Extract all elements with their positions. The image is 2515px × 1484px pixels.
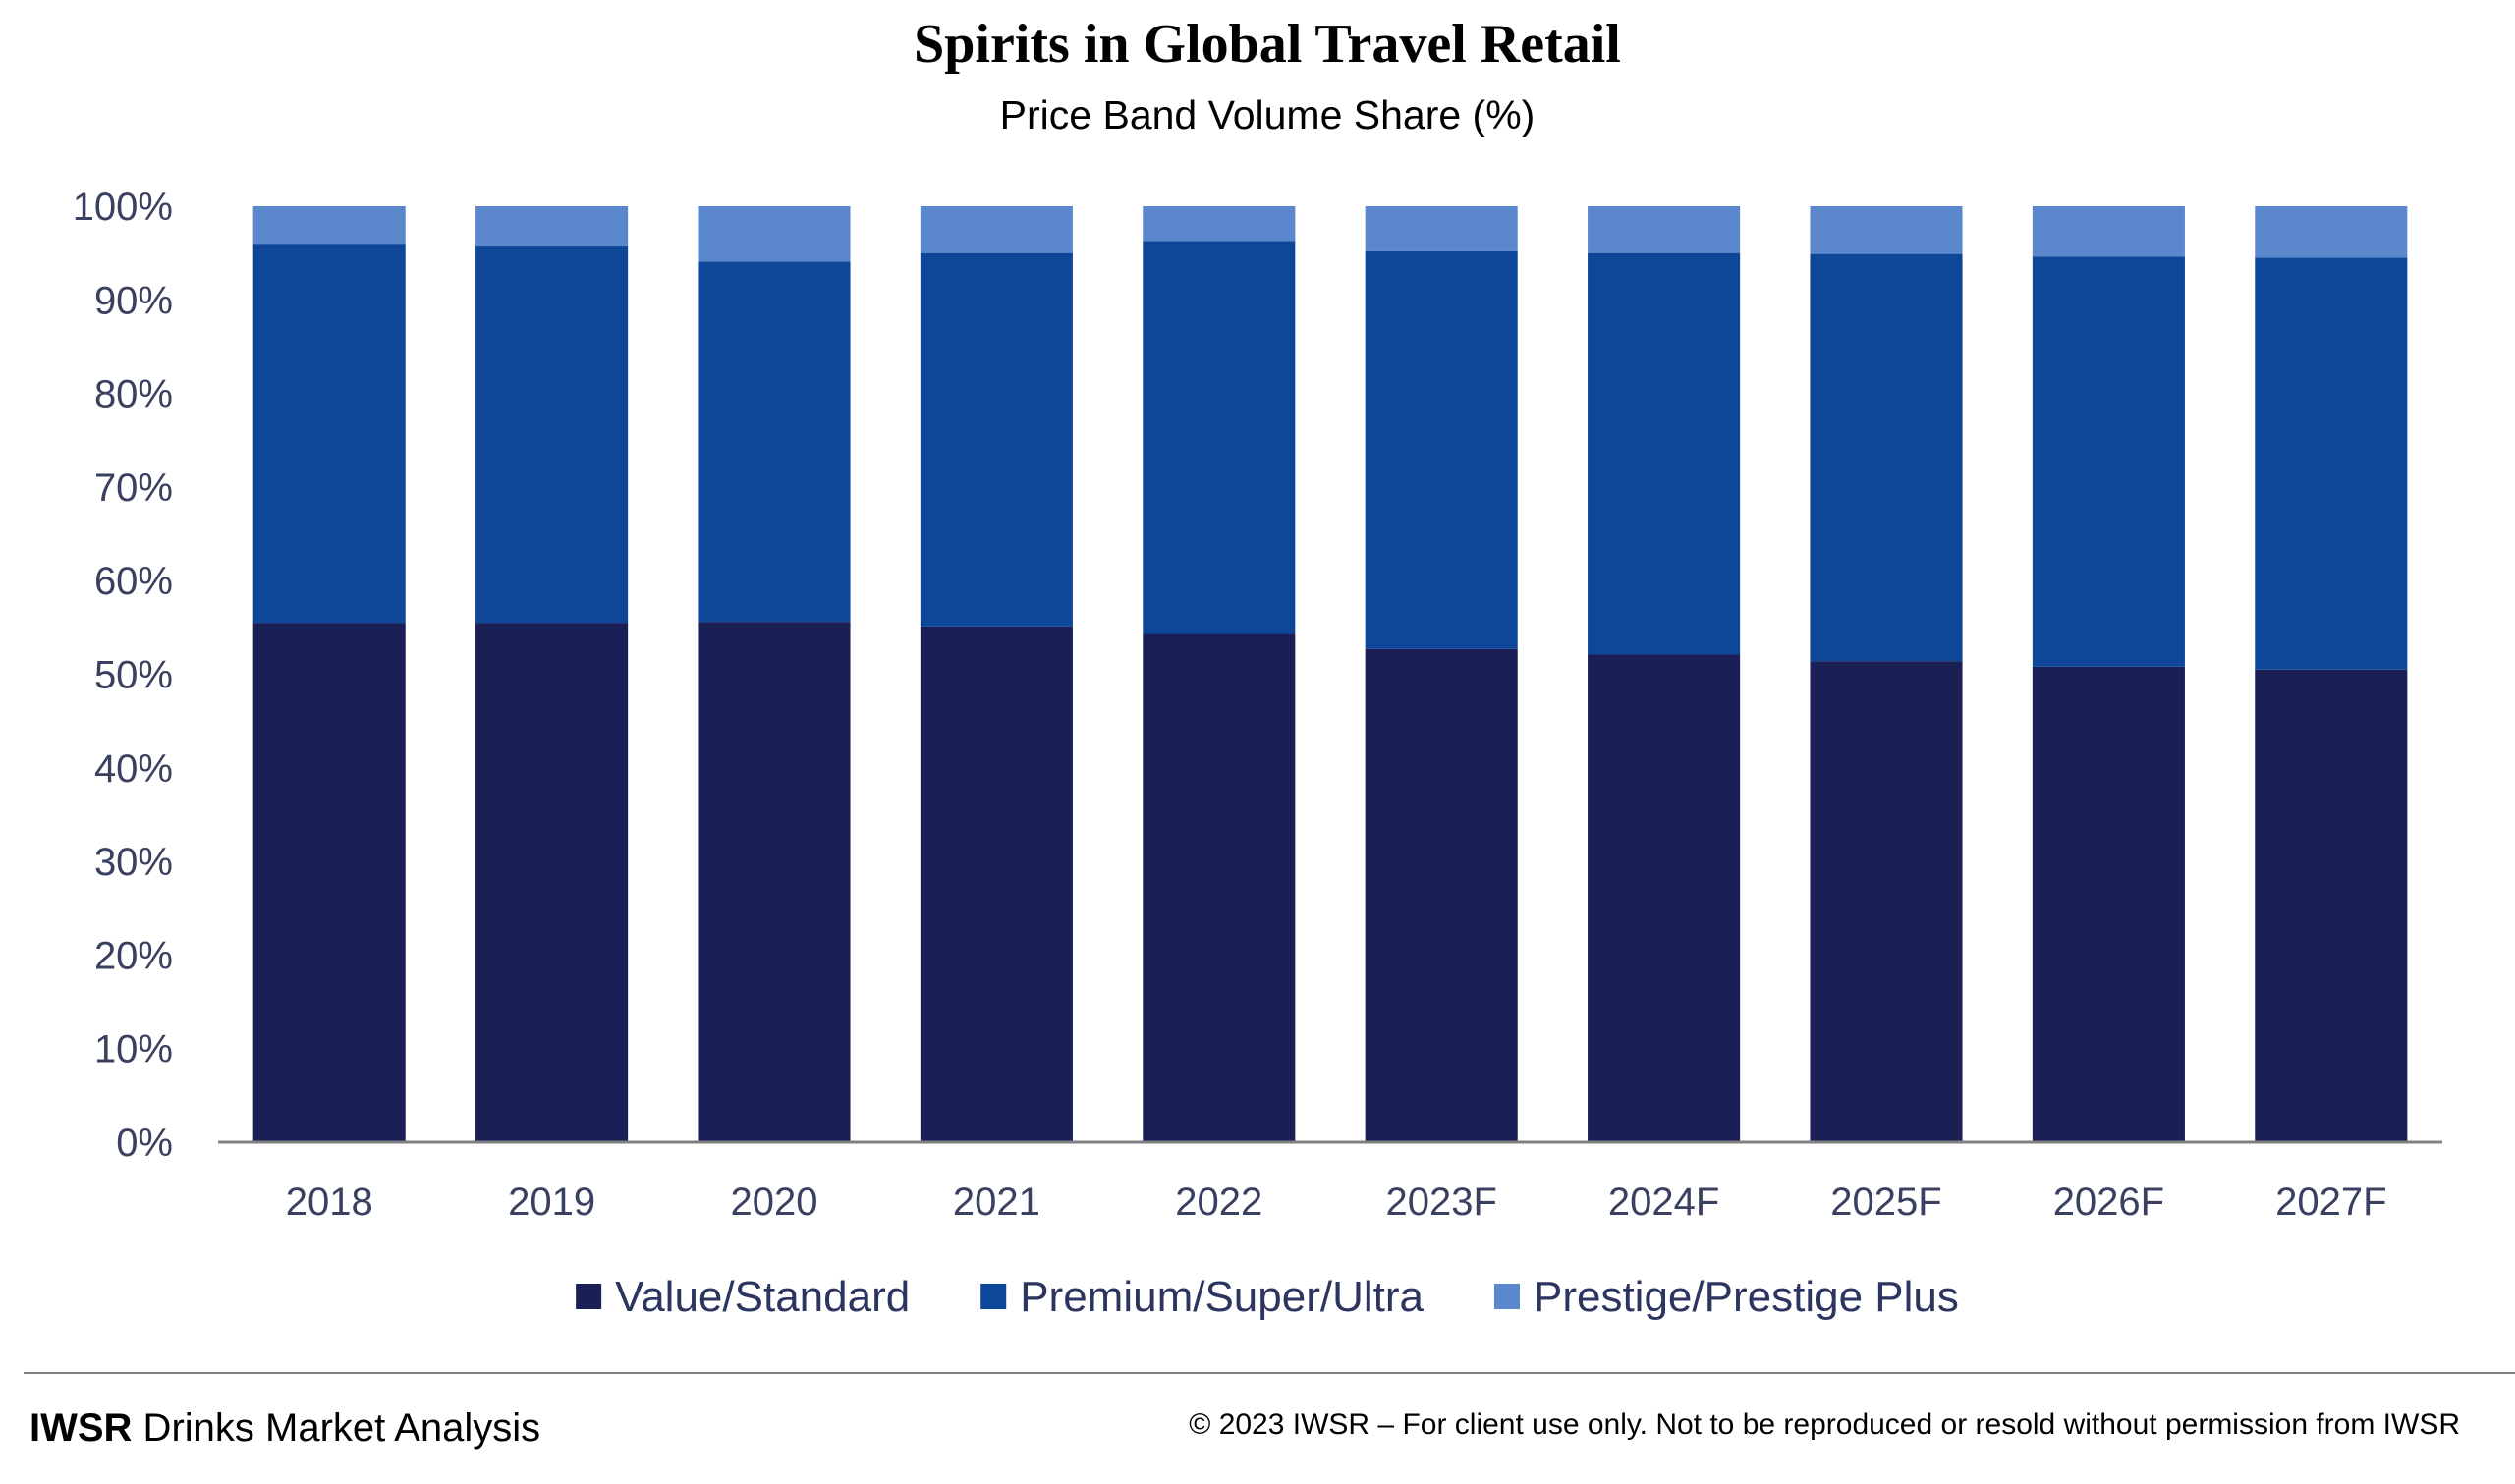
bar-segment-1 [698, 622, 851, 1142]
y-tick-label: 70% [94, 467, 173, 510]
y-tick-label: 80% [94, 373, 173, 416]
x-tick-label: 2025F [1830, 1181, 1941, 1224]
bar-segment-2 [252, 244, 406, 624]
bar-segment-1 [1365, 648, 1518, 1142]
bar-segment-1 [475, 623, 629, 1142]
bar-segment-2 [1365, 250, 1518, 649]
x-tick-label: 2026F [2053, 1181, 2164, 1224]
legend: Value/Standard Premium/Super/Ultra Prestig… [576, 1273, 1959, 1321]
bar-segment-2 [1810, 253, 1963, 662]
x-tick-label: 2027F [2275, 1181, 2386, 1224]
x-tick-label: 2024F [1608, 1181, 1719, 1224]
x-tick-label: 2019 [508, 1181, 595, 1224]
x-tick-label: 2023F [1385, 1181, 1496, 1224]
bar-segment-1 [1810, 661, 1963, 1142]
y-tick-label: 90% [94, 279, 173, 322]
bar-segment-2 [698, 261, 851, 623]
bar-segment-3 [1143, 206, 1296, 242]
bar-segment-1 [1143, 633, 1296, 1142]
bar-segment-3 [1365, 206, 1518, 251]
y-tick-label: 100% [73, 186, 173, 229]
y-tick-label: 50% [94, 654, 173, 697]
brand-name: IWSR [29, 1406, 133, 1450]
y-tick-label: 20% [94, 934, 173, 977]
bar-segment-2 [2032, 256, 2185, 667]
y-tick-label: 10% [94, 1028, 173, 1072]
legend-label: Prestige/Prestige Plus [1534, 1273, 1959, 1321]
bar-segment-3 [2032, 206, 2185, 257]
bar-segment-3 [920, 206, 1073, 253]
footer-brand: IWSR Drinks Market Analysis [29, 1406, 540, 1451]
y-tick-label: 30% [94, 841, 173, 884]
bar-segment-2 [1588, 252, 1741, 655]
bar-segment-3 [475, 206, 629, 247]
chart-title: Spirits in Global Travel Retail [914, 14, 1621, 75]
bar-segment-3 [2255, 206, 2408, 258]
y-tick-label: 60% [94, 560, 173, 603]
x-tick-label: 2021 [953, 1181, 1040, 1224]
legend-label: Value/Standard [615, 1273, 910, 1321]
bar-segment-2 [920, 252, 1073, 627]
legend-swatch [576, 1284, 602, 1309]
bars [252, 206, 2408, 1142]
bar-segment-1 [2255, 669, 2408, 1142]
bar-segment-3 [698, 206, 851, 262]
x-tick-label: 2020 [731, 1181, 818, 1224]
bar-segment-3 [1810, 206, 1963, 254]
bar-segment-3 [252, 206, 406, 245]
chart-subtitle: Price Band Volume Share (%) [1000, 92, 1536, 137]
y-axis: 0% 10% 20% 30% 40% 50% 60% 70% 80% 90% 100% [73, 186, 173, 1165]
bar-segment-3 [1588, 206, 1741, 253]
bar-segment-1 [2032, 666, 2185, 1142]
bar-segment-1 [920, 626, 1073, 1142]
legend-swatch [1493, 1284, 1520, 1309]
bar-segment-2 [475, 246, 629, 624]
x-tick-label: 2022 [1175, 1181, 1262, 1224]
copyright-notice: © 2023 IWSR – For client use only. Not t… [1189, 1408, 2460, 1441]
bar-segment-1 [1588, 654, 1741, 1142]
y-tick-label: 0% [116, 1122, 173, 1165]
y-tick-label: 40% [94, 747, 173, 791]
footer-divider [24, 1372, 2515, 1374]
bar-segment-2 [1143, 241, 1296, 634]
bar-segment-1 [252, 623, 406, 1142]
x-tick-label: 2018 [286, 1181, 373, 1224]
legend-label: Premium/Super/Ultra [1020, 1273, 1424, 1321]
x-axis: 2018 2019 2020 2021 2022 2023F 2024F 2025F 2026F… [286, 1181, 2387, 1224]
legend-swatch [980, 1284, 1007, 1309]
bar-segment-2 [2255, 257, 2408, 670]
brand-tagline: Drinks Market Analysis [132, 1406, 541, 1450]
